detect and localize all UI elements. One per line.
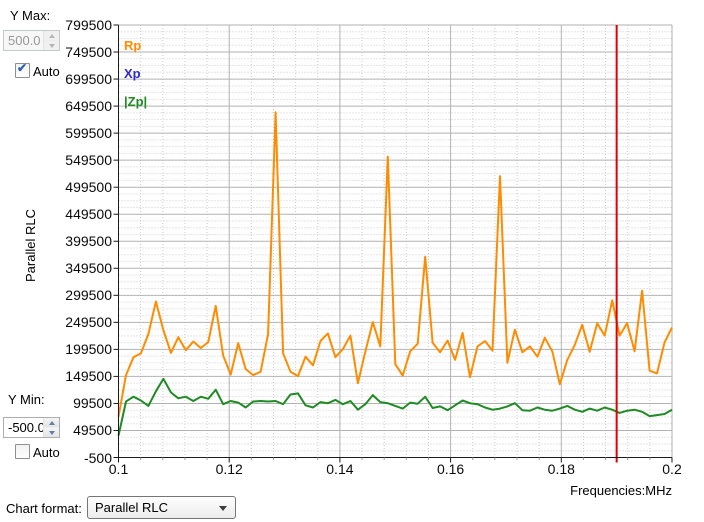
y-max-label: Y Max: [10,8,51,23]
y-min-spin-buttons [43,418,59,437]
down-arrow-icon [48,43,55,48]
y-tick-label: 149500 [65,368,112,385]
chart-format-label: Chart format: [6,501,82,516]
y-tick-label: 499500 [65,179,112,196]
chart-format-value: Parallel RLC [95,500,168,515]
y-tick-label: 249500 [65,314,112,331]
y-tick-label: 199500 [65,341,112,358]
y-tick-label: 99500 [73,395,112,412]
chevron-down-icon [219,506,227,511]
y-min-auto-label: Auto [33,445,60,460]
y-min-label: Y Min: [8,392,45,407]
y-tick-label: 549500 [65,152,112,169]
series-line-zp [117,377,673,436]
y-max-auto-label: Auto [33,64,60,79]
y-max-spin-buttons [43,31,59,50]
x-tick-label: 0.1 [108,461,129,477]
series-line-rp [117,111,673,417]
x-tick-label: 0.18 [547,461,575,477]
y-tick-label: 749500 [65,44,112,61]
y-min-spin-down-button[interactable] [44,428,59,437]
legend-item-rp: Rp [124,38,142,53]
x-tick-label: 0.12 [215,461,243,477]
y-min-spin-up-button[interactable] [44,418,59,428]
y-min-auto-checkbox[interactable] [15,444,30,459]
y-max-spin-up-button [44,31,59,41]
y-min-input[interactable] [4,418,43,437]
x-tick-label: 0.14 [326,461,354,477]
y-tick-label: 449500 [65,206,112,223]
y-tick-label: 649500 [65,98,112,115]
y-min-spinner [3,417,60,438]
y-tick-label: -500 [83,449,112,466]
down-arrow-icon [48,430,55,435]
up-arrow-icon [48,33,55,38]
up-arrow-icon [48,420,55,425]
y-max-input [4,31,43,50]
legend-item-zp: |Zp| [124,94,148,109]
y-tick-label: 349500 [65,260,112,277]
y-tick-label: 599500 [65,125,112,142]
x-tick-label: 0.16 [436,461,465,477]
legend-item-xp: Xp [124,66,141,81]
y-max-spinner [3,30,60,51]
y-tick-label: 399500 [65,233,112,250]
y-tick-label: 799500 [65,17,112,33]
y-tick-label: 49500 [73,422,112,439]
y-max-spin-down-button [44,41,59,50]
y-max-auto-checkbox[interactable] [15,61,30,78]
y-tick-label: 699500 [65,71,112,88]
x-tick-label: 0.2 [662,461,682,477]
chart-format-select[interactable]: Parallel RLC [87,496,236,519]
y-tick-label: 299500 [65,287,112,304]
x-axis-title: Frequencies:MHz [570,483,672,498]
